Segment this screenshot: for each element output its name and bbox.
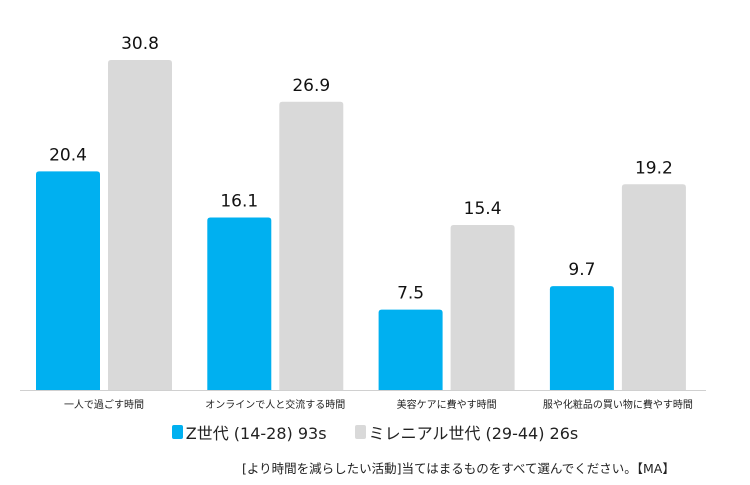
bar-millennial <box>450 225 515 390</box>
data-label: 19.2 <box>635 158 673 178</box>
legend-swatch-millennial <box>354 425 366 439</box>
bar-millennial <box>621 184 686 390</box>
legend-swatch-gen-z <box>171 425 183 439</box>
bar-millennial <box>108 60 172 390</box>
bar-gen-z <box>36 171 100 390</box>
data-label: 20.4 <box>49 145 87 165</box>
data-label: 15.4 <box>464 199 502 219</box>
data-label: 9.7 <box>568 260 595 280</box>
data-label: 30.8 <box>121 34 159 54</box>
data-label: 26.9 <box>292 76 330 96</box>
legend-label-gen-z: Z世代 (14-28) 93s <box>185 424 327 443</box>
footnote: [より時間を減らしたい活動]当てはまるものをすべて選んでください。【MA】 <box>242 461 675 476</box>
data-label: 16.1 <box>220 192 258 212</box>
category-label: 一人で過ごす時間 <box>64 398 144 411</box>
bar-gen-z <box>207 217 272 390</box>
bar-gen-z <box>378 309 443 390</box>
data-label: 7.5 <box>397 284 424 304</box>
legend-item-millennial: ミレニアル世代 (29-44) 26s <box>354 420 579 444</box>
legend: Z世代 (14-28) 93s ミレニアル世代 (29-44) 26s <box>0 420 750 444</box>
bar-chart: 20.4 30.8 一人で過ごす時間 16.1 26.9 オンラインで人と交流する時間 7.… <box>20 34 706 411</box>
category-label: 美容ケアに費やす時間 <box>397 398 497 411</box>
category-label: オンラインで人と交流する時間 <box>205 398 345 411</box>
legend-label-millennial: ミレニアル世代 (29-44) 26s <box>368 424 579 443</box>
legend-item-gen-z: Z世代 (14-28) 93s <box>171 420 327 444</box>
bar-gen-z <box>549 286 614 390</box>
category-label: 服や化粧品の買い物に費やす時間 <box>543 398 693 411</box>
bar-millennial <box>279 101 344 391</box>
